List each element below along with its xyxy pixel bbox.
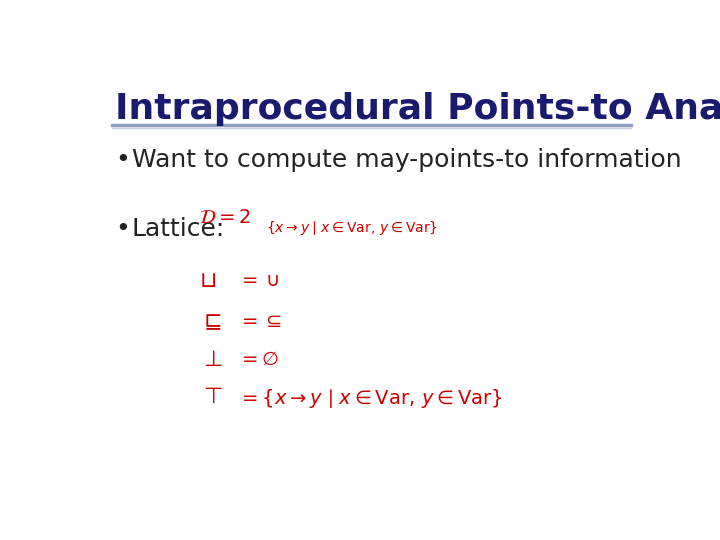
- Text: Want to compute may-points-to information: Want to compute may-points-to informatio…: [132, 148, 681, 172]
- Text: $= \subseteq$: $= \subseteq$: [238, 312, 282, 331]
- Text: $\bot$: $\bot$: [199, 349, 222, 369]
- Text: •: •: [115, 148, 130, 172]
- Text: $= \{x{\to}y \mid x{\in}\mathrm{Var},\, y{\in}\mathrm{Var}\}$: $= \{x{\to}y \mid x{\in}\mathrm{Var},\, …: [238, 387, 503, 410]
- Text: •: •: [115, 217, 130, 240]
- Text: $\top$: $\top$: [199, 387, 222, 407]
- Text: Lattice:: Lattice:: [132, 217, 225, 240]
- Text: $\{x{\to}y \mid x{\in}\mathrm{Var},\, y \in \mathrm{Var}\}$: $\{x{\to}y \mid x{\in}\mathrm{Var},\, y …: [266, 219, 438, 238]
- Text: $\mathcal{D} = 2$: $\mathcal{D} = 2$: [199, 208, 251, 227]
- Text: $= \emptyset$: $= \emptyset$: [238, 349, 279, 369]
- Text: $\sqsubseteq$: $\sqsubseteq$: [199, 312, 222, 332]
- Text: $\sqcup$: $\sqcup$: [199, 271, 216, 291]
- Text: $= \cup$: $= \cup$: [238, 271, 279, 289]
- Text: Intraprocedural Points-to Analysis: Intraprocedural Points-to Analysis: [115, 92, 720, 126]
